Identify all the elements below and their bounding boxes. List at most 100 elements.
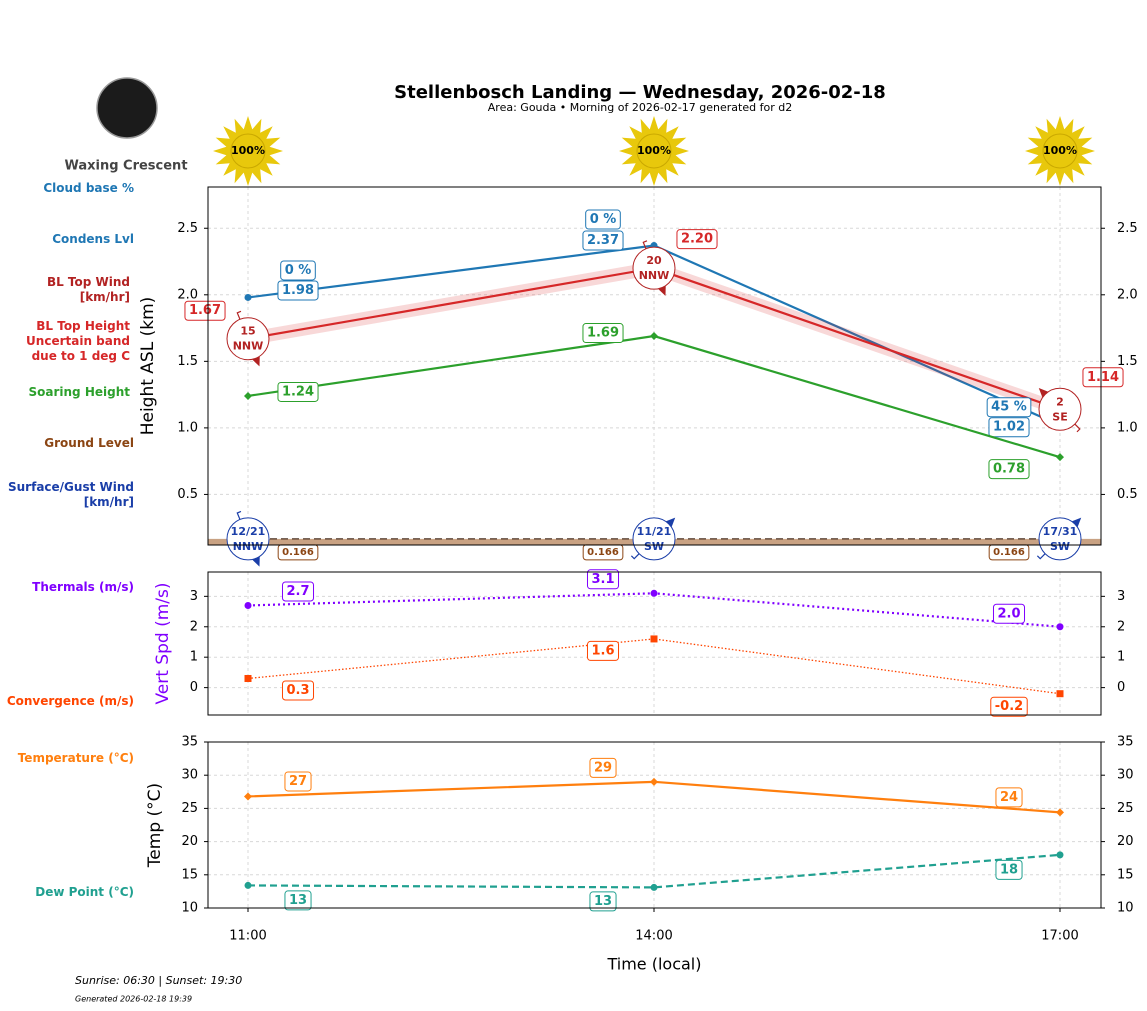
wind-speed: 12/21 bbox=[231, 525, 266, 538]
wind-direction: SW bbox=[1050, 540, 1070, 553]
value-label-box bbox=[988, 459, 1030, 480]
y-tick-label: 1.5 bbox=[1117, 354, 1138, 369]
y-tick-label: 10 bbox=[1117, 901, 1134, 916]
point bbox=[650, 589, 658, 597]
value-label-box bbox=[995, 787, 1023, 808]
series-label: Dew Point (°C) bbox=[35, 885, 134, 899]
value-label-text: 1.02 bbox=[993, 420, 1025, 435]
point bbox=[650, 332, 658, 341]
sun-times: Sunrise: 06:30 | Sunset: 19:30 bbox=[75, 974, 242, 987]
plot-frame bbox=[207, 186, 1102, 546]
value-label: 18 bbox=[995, 859, 1023, 880]
series-line bbox=[247, 638, 1061, 695]
value-label-box bbox=[586, 569, 620, 590]
x-tick-label: 14:00 bbox=[635, 929, 672, 944]
series-label: Cloud base % bbox=[43, 181, 134, 195]
wind-arrow bbox=[1038, 388, 1048, 398]
wind-direction: NNW bbox=[233, 540, 264, 553]
value-label-box bbox=[992, 603, 1026, 624]
y-tick-label: 30 bbox=[1117, 768, 1134, 783]
value-label-box bbox=[284, 771, 312, 792]
value-label-text: 0.166 bbox=[587, 547, 619, 558]
value-label-text: -0.2 bbox=[995, 699, 1023, 714]
value-label: 13 bbox=[589, 891, 617, 912]
value-label-box bbox=[280, 260, 316, 281]
series-label: Uncertain band due to 1 deg C bbox=[26, 334, 130, 363]
wind-direction: NNW bbox=[233, 340, 264, 353]
value-label-text: 1.24 bbox=[282, 384, 314, 399]
chart-subtitle: Area: Gouda • Morning of 2026-02-17 gene… bbox=[488, 101, 792, 114]
value-label-text: 2.37 bbox=[587, 233, 619, 248]
point bbox=[244, 293, 252, 301]
point bbox=[1056, 690, 1064, 698]
value-label-box bbox=[586, 640, 620, 661]
wind-speed: 2 bbox=[1056, 395, 1064, 408]
point bbox=[1056, 851, 1064, 859]
wind-arrow bbox=[252, 356, 260, 367]
value-label-text: 2.0 bbox=[997, 606, 1020, 621]
y-axis-label: Temp (°C) bbox=[145, 783, 165, 868]
wind-direction: SE bbox=[1052, 410, 1067, 423]
y-tick-label: 10 bbox=[181, 901, 198, 916]
value-label-box bbox=[277, 280, 319, 301]
point bbox=[244, 881, 252, 889]
wind-arrow bbox=[252, 556, 260, 567]
x-tick-label: 17:00 bbox=[1041, 929, 1078, 944]
x-tick-label: 11:00 bbox=[229, 929, 266, 944]
value-label: 1.24 bbox=[277, 381, 319, 402]
value-label-box bbox=[589, 757, 617, 778]
value-label-text: 0.166 bbox=[282, 547, 314, 558]
sun-disc bbox=[636, 133, 672, 169]
generated-note: Generated 2026-02-18 19:39 bbox=[75, 995, 192, 1004]
series-label: Ground Level bbox=[44, 436, 134, 450]
value-label: 0.166 bbox=[277, 544, 319, 561]
y-tick-label: 2 bbox=[1117, 619, 1125, 634]
y-tick-label: 25 bbox=[1117, 801, 1134, 816]
y-tick-label: 15 bbox=[181, 867, 198, 882]
y-tick-label: 20 bbox=[1117, 834, 1134, 849]
wind-barb bbox=[236, 310, 242, 320]
y-tick-label: 1.5 bbox=[177, 354, 198, 369]
value-label-text: 13 bbox=[594, 894, 612, 909]
value-label: 0.166 bbox=[582, 544, 624, 561]
wind-circle bbox=[632, 517, 676, 561]
value-label-text: 2.20 bbox=[681, 232, 713, 247]
value-label: 1.98 bbox=[277, 280, 319, 301]
sun-disc bbox=[1042, 133, 1078, 169]
value-label: 1.6 bbox=[586, 640, 620, 661]
point bbox=[244, 391, 252, 400]
wind-arrow bbox=[1072, 517, 1082, 527]
uncertainty-band bbox=[248, 261, 1060, 416]
value-label: 13 bbox=[284, 890, 312, 911]
point bbox=[1056, 453, 1064, 462]
value-label-text: 2.7 bbox=[286, 584, 309, 599]
value-label-text: 1.14 bbox=[1087, 370, 1119, 385]
sunshine-label: 100% bbox=[637, 144, 671, 157]
value-label: 2.0 bbox=[992, 603, 1026, 624]
plot-frame bbox=[207, 571, 1102, 716]
value-label-box bbox=[281, 581, 315, 602]
value-label-text: 1.6 bbox=[591, 643, 614, 658]
wind-circle bbox=[632, 246, 676, 290]
value-label-text: 18 bbox=[1000, 862, 1018, 877]
wind-direction: SW bbox=[644, 540, 664, 553]
series-label: Temperature (°C) bbox=[17, 751, 134, 765]
y-tick-label: 35 bbox=[181, 735, 198, 750]
series-label: Convergence (m/s) bbox=[6, 694, 134, 708]
point bbox=[650, 883, 658, 891]
y-tick-label: 35 bbox=[1117, 735, 1134, 750]
y-tick-label: 25 bbox=[181, 801, 198, 816]
value-label-box bbox=[582, 323, 624, 344]
value-label: 2.7 bbox=[281, 581, 315, 602]
y-tick-label: 1.0 bbox=[177, 420, 198, 435]
value-label: 1.02 bbox=[988, 417, 1030, 438]
value-label: 0.166 bbox=[988, 544, 1030, 561]
wind-speed: 17/31 bbox=[1043, 525, 1078, 538]
series-label: Thermals (m/s) bbox=[32, 580, 134, 594]
wind-barb bbox=[1036, 553, 1046, 560]
value-label: 1.67 bbox=[184, 300, 226, 321]
series-label: Soaring Height bbox=[28, 385, 131, 399]
series-line bbox=[247, 334, 1061, 459]
value-label: 0.78 bbox=[988, 459, 1030, 480]
